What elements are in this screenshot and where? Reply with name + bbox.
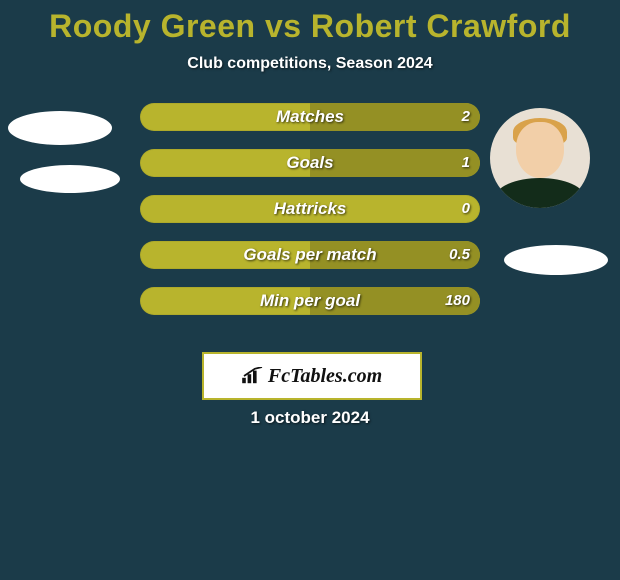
- stat-row-goals: Goals 1: [140, 149, 480, 177]
- brand-text: FcTables.com: [268, 365, 382, 388]
- player-left-avatar-placeholder-2: [20, 165, 120, 193]
- brand-inner: FcTables.com: [242, 365, 382, 388]
- stat-label: Hattricks: [140, 195, 480, 223]
- brand-link[interactable]: FcTables.com: [202, 352, 422, 400]
- avatar-head: [516, 122, 564, 178]
- comparison-arena: Matches 2 Goals 1 Hattricks 0: [0, 103, 620, 353]
- stat-bars: Matches 2 Goals 1 Hattricks 0: [140, 103, 480, 333]
- stat-row-hattricks: Hattricks 0: [140, 195, 480, 223]
- stat-row-goals-per-match: Goals per match 0.5: [140, 241, 480, 269]
- page-title: Roody Green vs Robert Crawford: [0, 0, 620, 45]
- stat-label: Goals per match: [140, 241, 480, 269]
- player-right-badge-placeholder: [504, 245, 608, 275]
- stat-value-right: 0: [462, 195, 470, 223]
- subtitle: Club competitions, Season 2024: [0, 55, 620, 73]
- stat-value-right: 0.5: [449, 241, 470, 269]
- stat-value-right: 180: [445, 287, 470, 315]
- chart-icon: [242, 367, 264, 385]
- stat-row-min-per-goal: Min per goal 180: [140, 287, 480, 315]
- stat-value-right: 1: [462, 149, 470, 177]
- player-left-avatar-placeholder-1: [8, 111, 112, 145]
- comparison-card: Roody Green vs Robert Crawford Club comp…: [0, 0, 620, 580]
- date-label: 1 october 2024: [0, 408, 620, 428]
- avatar-body: [495, 178, 585, 208]
- player-right-avatar: [490, 108, 590, 208]
- stat-label: Goals: [140, 149, 480, 177]
- stat-label: Min per goal: [140, 287, 480, 315]
- stat-value-right: 2: [462, 103, 470, 131]
- stat-label: Matches: [140, 103, 480, 131]
- stat-row-matches: Matches 2: [140, 103, 480, 131]
